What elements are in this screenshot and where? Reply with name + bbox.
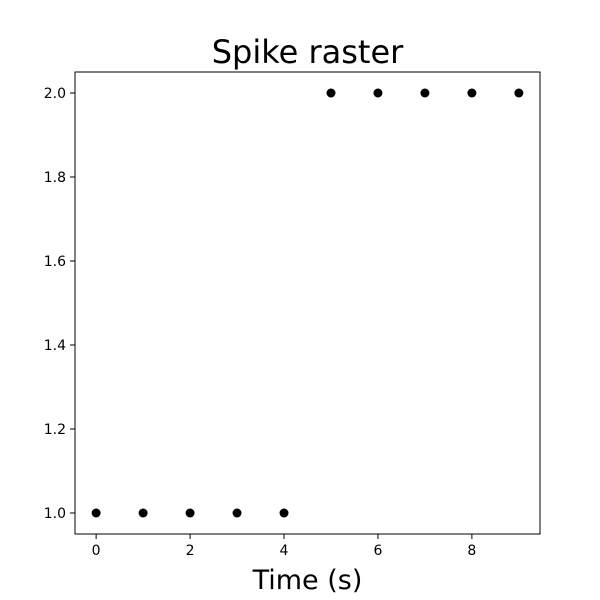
- spike-point: [279, 508, 289, 518]
- spike-point: [420, 88, 430, 98]
- x-tick-label: 4: [280, 543, 289, 559]
- plot-frame: [74, 71, 541, 535]
- y-tick-label: 1.6: [44, 254, 66, 270]
- y-tick-label: 1.4: [44, 338, 66, 354]
- chart-title: Spike raster: [212, 33, 404, 71]
- spike-point: [185, 508, 195, 518]
- x-tick-label: 0: [92, 543, 101, 559]
- x-axis-label: Time (s): [252, 565, 363, 596]
- x-tick-label: 6: [373, 543, 382, 559]
- x-tick-label: 8: [467, 543, 476, 559]
- y-tick-label: 2.0: [44, 86, 66, 102]
- spike-point: [373, 88, 383, 98]
- y-tick-label: 1.8: [44, 170, 66, 186]
- data-points: [91, 88, 524, 518]
- spike-point: [232, 508, 242, 518]
- x-tick-label: 2: [186, 543, 195, 559]
- x-axis: 0 2 4 6 8: [92, 534, 476, 559]
- y-tick-label: 1.0: [44, 506, 66, 522]
- spike-point: [326, 88, 336, 98]
- spike-point: [514, 88, 524, 98]
- y-axis: 1.0 1.2 1.4 1.6 1.8 2.0: [44, 86, 75, 522]
- y-tick-label: 1.2: [44, 422, 66, 438]
- spike-point: [138, 508, 148, 518]
- spike-point: [91, 508, 101, 518]
- spike-point: [467, 88, 477, 98]
